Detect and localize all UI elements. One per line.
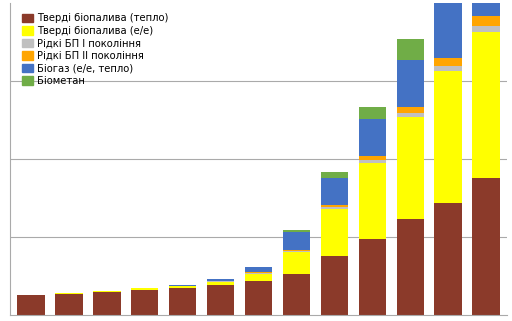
Bar xyxy=(358,107,386,119)
Bar xyxy=(358,163,386,239)
Bar xyxy=(397,60,424,107)
Bar xyxy=(283,250,310,251)
Bar xyxy=(321,207,348,210)
Bar xyxy=(321,256,348,315)
Bar xyxy=(435,203,462,315)
Bar xyxy=(169,286,197,288)
Legend: Тверді біопалива (тепло), Тверді біопалива (е/е), Рідкі БП І покоління, Рідкі БП: Тверді біопалива (тепло), Тверді біопали… xyxy=(20,11,170,88)
Bar xyxy=(321,172,348,178)
Bar xyxy=(358,160,386,163)
Bar xyxy=(473,0,500,16)
Bar xyxy=(435,0,462,2)
Bar xyxy=(321,178,348,205)
Bar xyxy=(245,281,272,315)
Bar xyxy=(93,291,120,292)
Bar xyxy=(169,288,197,315)
Bar xyxy=(207,282,234,285)
Bar xyxy=(473,26,500,32)
Bar xyxy=(283,274,310,315)
Bar xyxy=(169,285,197,286)
Bar xyxy=(17,295,45,315)
Bar xyxy=(358,239,386,315)
Bar xyxy=(245,274,272,281)
Bar xyxy=(207,281,234,282)
Bar xyxy=(55,293,82,294)
Bar xyxy=(321,210,348,256)
Bar xyxy=(435,58,462,66)
Bar xyxy=(283,232,310,250)
Bar xyxy=(283,251,310,252)
Bar xyxy=(245,267,272,272)
Bar xyxy=(245,273,272,274)
Bar xyxy=(358,119,386,156)
Bar xyxy=(397,107,424,113)
Bar xyxy=(397,117,424,219)
Bar xyxy=(358,156,386,160)
Bar xyxy=(473,32,500,178)
Bar xyxy=(435,66,462,71)
Bar xyxy=(207,279,234,281)
Bar xyxy=(283,230,310,232)
Bar xyxy=(397,219,424,315)
Bar xyxy=(321,205,348,207)
Bar xyxy=(131,288,159,290)
Bar xyxy=(55,294,82,315)
Bar xyxy=(397,39,424,60)
Bar xyxy=(435,71,462,203)
Bar xyxy=(93,292,120,315)
Bar xyxy=(245,272,272,273)
Bar xyxy=(207,285,234,315)
Bar xyxy=(473,178,500,315)
Bar xyxy=(131,290,159,315)
Bar xyxy=(435,2,462,58)
Bar xyxy=(473,16,500,26)
Bar xyxy=(283,252,310,274)
Bar xyxy=(397,113,424,117)
